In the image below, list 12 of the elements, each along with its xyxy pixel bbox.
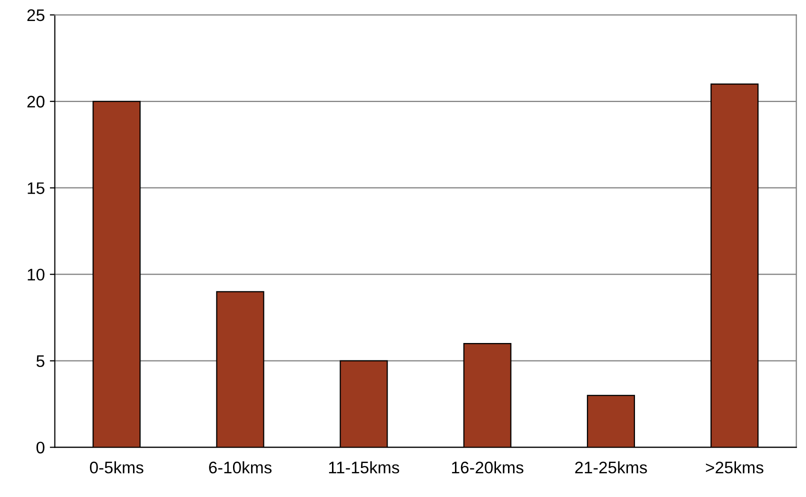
- y-tick-label: 5: [36, 355, 44, 368]
- x-tick-label: 11-15kms: [329, 461, 400, 474]
- x-tick-label: >25kms: [706, 461, 764, 474]
- y-tick-label: 10: [28, 268, 44, 281]
- x-tick-label: 16-20kms: [452, 461, 524, 474]
- y-tick-label: 25: [27, 9, 44, 22]
- y-tick-label: 0: [36, 442, 44, 454]
- x-tick-label: 21-25kms: [575, 461, 647, 474]
- x-tick-label: 6-10kms: [209, 461, 272, 474]
- y-tick-label: 15: [28, 182, 44, 194]
- x-tick-label: 0-5kms: [90, 461, 144, 474]
- y-tick-label: 20: [27, 96, 44, 108]
